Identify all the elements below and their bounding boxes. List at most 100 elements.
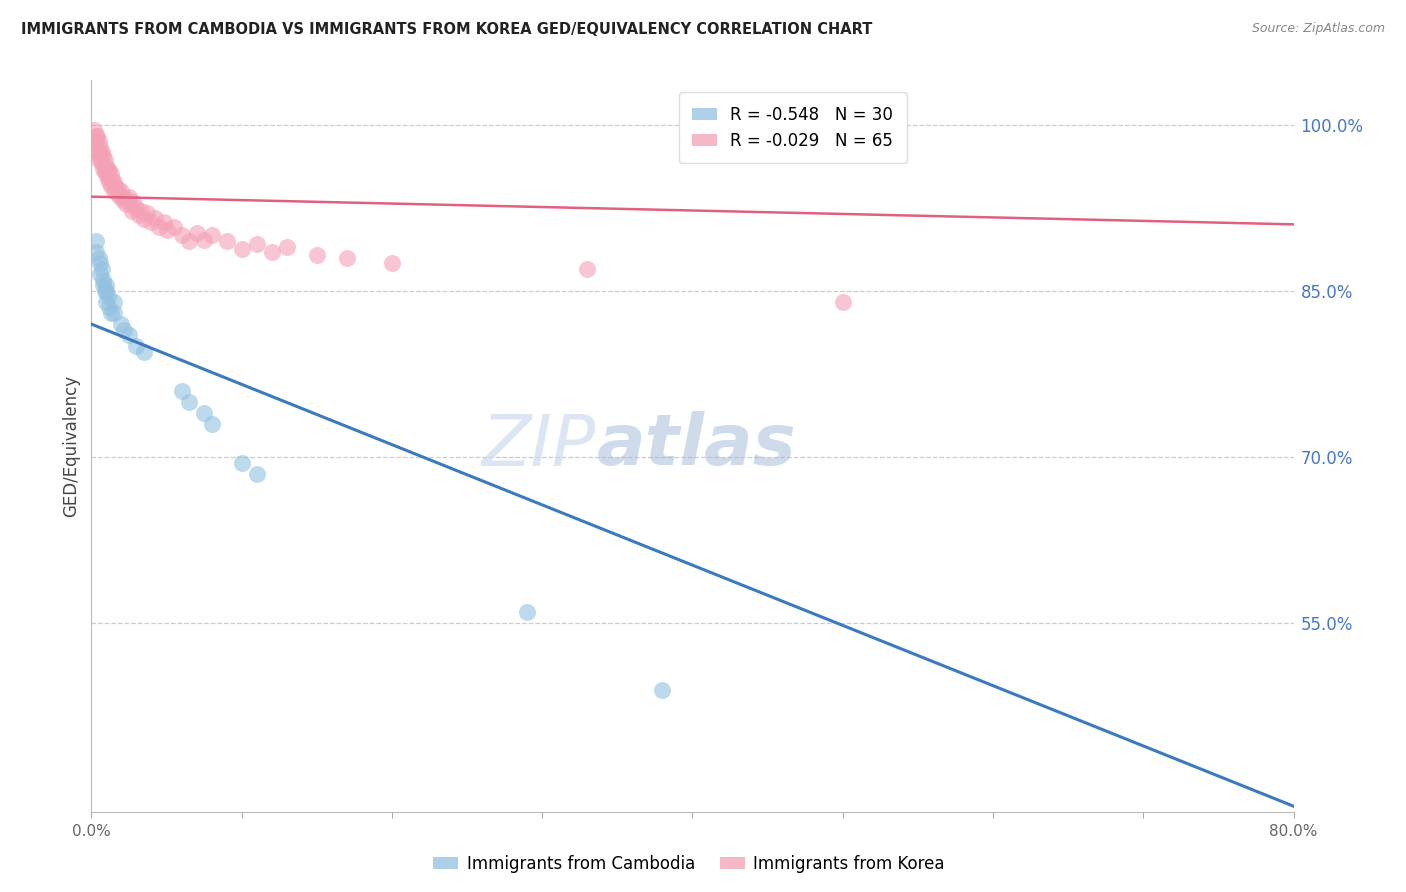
Point xyxy=(143,211,166,225)
Point xyxy=(84,128,107,143)
Point xyxy=(93,278,115,293)
Point xyxy=(84,245,107,260)
Text: IMMIGRANTS FROM CAMBODIA VS IMMIGRANTS FROM KOREA GED/EQUIVALENCY CORRELATION CH: IMMIGRANTS FROM CAMBODIA VS IMMIGRANTS F… xyxy=(21,22,873,37)
Point xyxy=(101,173,124,187)
Text: Source: ZipAtlas.com: Source: ZipAtlas.com xyxy=(1251,22,1385,36)
Point xyxy=(96,284,118,298)
Point xyxy=(163,219,186,234)
Point xyxy=(177,234,200,248)
Point xyxy=(193,406,215,420)
Point xyxy=(201,417,224,431)
Point xyxy=(193,233,215,247)
Point xyxy=(110,317,132,331)
Point xyxy=(381,256,404,270)
Point xyxy=(98,301,121,315)
Point xyxy=(100,306,122,320)
Point xyxy=(107,182,129,196)
Point xyxy=(231,456,253,470)
Point xyxy=(87,134,110,148)
Point xyxy=(86,128,108,143)
Point xyxy=(141,215,163,229)
Legend: R = -0.548   N = 30, R = -0.029   N = 65: R = -0.548 N = 30, R = -0.029 N = 65 xyxy=(679,92,907,163)
Point xyxy=(104,178,127,193)
Y-axis label: GED/Equivalency: GED/Equivalency xyxy=(62,375,80,517)
Point xyxy=(98,175,121,189)
Point xyxy=(177,394,200,409)
Point xyxy=(136,206,159,220)
Point xyxy=(93,161,115,176)
Point xyxy=(148,219,170,234)
Point xyxy=(100,168,122,182)
Text: ZIP: ZIP xyxy=(482,411,596,481)
Point xyxy=(516,605,538,619)
Point xyxy=(96,278,118,293)
Point xyxy=(201,228,224,243)
Point xyxy=(114,323,136,337)
Point xyxy=(125,339,148,353)
Point xyxy=(103,175,125,189)
Point xyxy=(120,197,142,211)
Point xyxy=(122,195,145,210)
Point xyxy=(110,184,132,198)
Point xyxy=(114,189,136,203)
Point xyxy=(129,204,152,219)
Point xyxy=(90,145,112,160)
Point xyxy=(305,248,328,262)
Point xyxy=(96,160,118,174)
Point xyxy=(231,242,253,256)
Point xyxy=(94,284,117,298)
Point xyxy=(155,223,177,237)
Point xyxy=(336,251,359,265)
Point xyxy=(96,294,118,309)
Point xyxy=(108,189,131,203)
Point xyxy=(128,209,150,223)
Point xyxy=(118,189,141,203)
Point xyxy=(103,306,125,320)
Point xyxy=(89,151,111,165)
Point xyxy=(118,328,141,343)
Point xyxy=(276,239,298,253)
Point xyxy=(97,161,120,176)
Point xyxy=(89,256,111,270)
Point xyxy=(90,156,112,170)
Point xyxy=(152,215,174,229)
Point xyxy=(105,186,128,201)
Point xyxy=(93,273,115,287)
Point xyxy=(90,261,112,276)
Point xyxy=(103,184,125,198)
Point xyxy=(96,168,118,182)
Point xyxy=(115,197,138,211)
Point xyxy=(98,164,121,178)
Point xyxy=(97,170,120,185)
Point xyxy=(103,294,125,309)
Point xyxy=(94,153,117,167)
Point xyxy=(246,237,269,252)
Point xyxy=(651,682,673,697)
Point xyxy=(87,251,110,265)
Point xyxy=(246,467,269,481)
Legend: Immigrants from Cambodia, Immigrants from Korea: Immigrants from Cambodia, Immigrants fro… xyxy=(426,848,952,880)
Point xyxy=(132,344,155,359)
Point xyxy=(97,289,120,303)
Point xyxy=(86,145,108,160)
Point xyxy=(170,384,193,398)
Point xyxy=(111,193,134,207)
Point xyxy=(260,245,283,260)
Point xyxy=(89,140,111,154)
Point xyxy=(831,294,853,309)
Point xyxy=(100,178,122,193)
Point xyxy=(170,228,193,243)
Point xyxy=(121,204,143,219)
Point xyxy=(87,145,110,160)
Point xyxy=(89,267,111,281)
Point xyxy=(132,211,155,226)
Point xyxy=(125,201,148,215)
Point xyxy=(93,148,115,162)
Point xyxy=(87,153,110,167)
Point xyxy=(576,261,599,276)
Text: atlas: atlas xyxy=(596,411,796,481)
Point xyxy=(83,123,105,137)
Point xyxy=(94,164,117,178)
Point xyxy=(84,234,107,248)
Point xyxy=(84,134,107,148)
